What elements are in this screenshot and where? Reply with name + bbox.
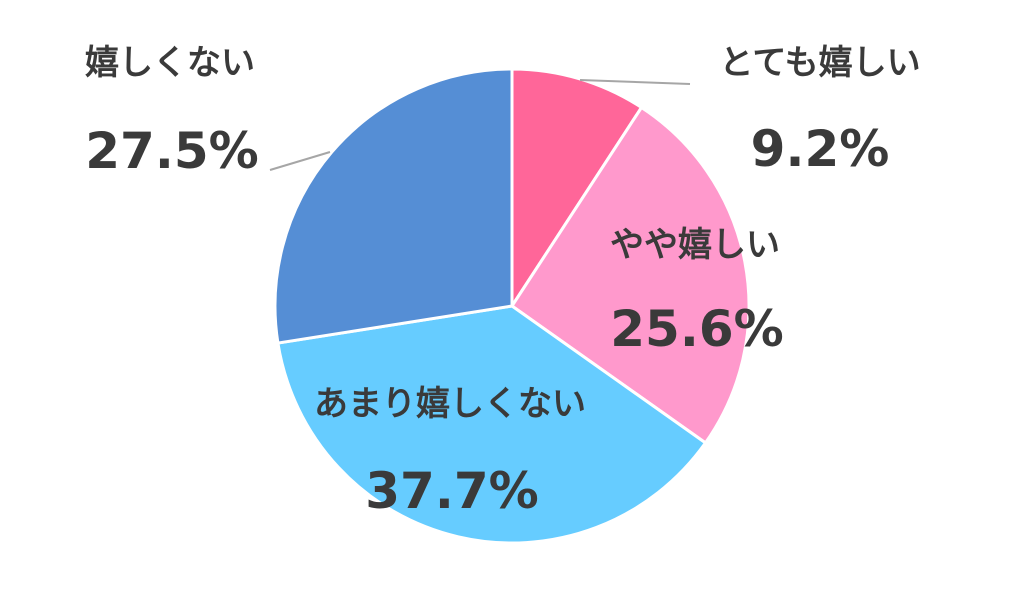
value-label-not-happy: 27.5% [85,122,258,180]
category-label-somewhat-happy: やや嬉しい [610,225,780,265]
value-label-very-happy: 9.2% [751,120,890,178]
category-label-not-happy: 嬉しくない [85,43,255,83]
pie-slice-not-very-happy [276,304,708,545]
category-label-very-happy: とても嬉しい [719,43,920,83]
pie-slices [273,67,751,545]
pie-slice-very-happy [510,67,644,312]
category-label-not-very-happy: あまり嬉しくない [314,384,586,424]
leader-line-not-happy [269,151,331,171]
leader-line-very-happy [579,79,691,85]
value-label-not-very-happy: 37.7% [365,462,538,520]
value-label-somewhat-happy: 25.6% [610,300,783,358]
pie-slice-not-happy [273,67,514,345]
pie-slice-somewhat-happy [509,105,751,445]
